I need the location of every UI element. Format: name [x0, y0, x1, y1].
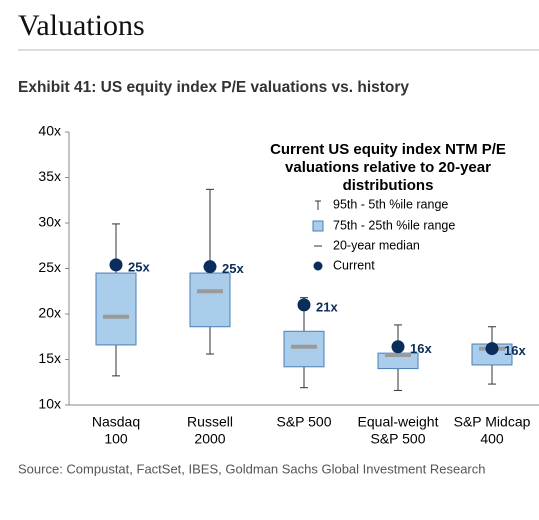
- legend-title: valuations relative to 20-year: [285, 159, 491, 176]
- y-tick-label: 10x: [38, 396, 61, 412]
- legend-icon: [313, 261, 323, 271]
- value-label: 25x: [222, 261, 244, 276]
- current-dot: [109, 258, 123, 272]
- current-dot: [203, 260, 217, 274]
- x-tick-label: Equal-weight: [358, 414, 439, 430]
- x-tick-label: 2000: [194, 431, 225, 447]
- x-tick-label: S&P 500: [370, 431, 425, 447]
- x-tick-label: Russell: [187, 414, 233, 430]
- y-tick-label: 15x: [38, 350, 61, 366]
- current-dot: [485, 342, 499, 356]
- value-label: 16x: [504, 343, 526, 358]
- legend-icon: [312, 220, 324, 232]
- legend-title: distributions: [343, 177, 434, 194]
- source: Source: Compustat, FactSet, IBES, Goldma…: [18, 461, 486, 476]
- x-tick-label: 100: [104, 431, 128, 447]
- y-tick-label: 35x: [38, 168, 61, 184]
- x-tick-label: S&P 500: [276, 414, 331, 430]
- box: [95, 272, 137, 346]
- legend-label: 20-year median: [333, 238, 420, 252]
- box: [283, 330, 325, 368]
- y-tick-label: 20x: [38, 305, 61, 321]
- y-tick-label: 40x: [38, 123, 61, 139]
- x-tick-label: S&P Midcap: [454, 414, 531, 430]
- y-tick-label: 25x: [38, 259, 61, 275]
- legend-label: 95th - 5th %ile range: [333, 197, 448, 211]
- current-dot: [391, 340, 405, 354]
- page-title: Valuations: [18, 9, 145, 42]
- value-label: 25x: [128, 259, 150, 274]
- legend-label: 75th - 25th %ile range: [333, 218, 455, 232]
- value-label: 16x: [410, 341, 432, 356]
- current-dot: [297, 298, 311, 312]
- legend-title: Current US equity index NTM P/E: [270, 141, 506, 158]
- box: [189, 272, 231, 328]
- x-tick-label: Nasdaq: [92, 414, 140, 430]
- chart-title: Exhibit 41: US equity index P/E valuatio…: [18, 79, 409, 96]
- x-tick-label: 400: [480, 431, 504, 447]
- legend-label: Current: [333, 258, 375, 272]
- value-label: 21x: [316, 299, 338, 314]
- y-tick-label: 30x: [38, 214, 61, 230]
